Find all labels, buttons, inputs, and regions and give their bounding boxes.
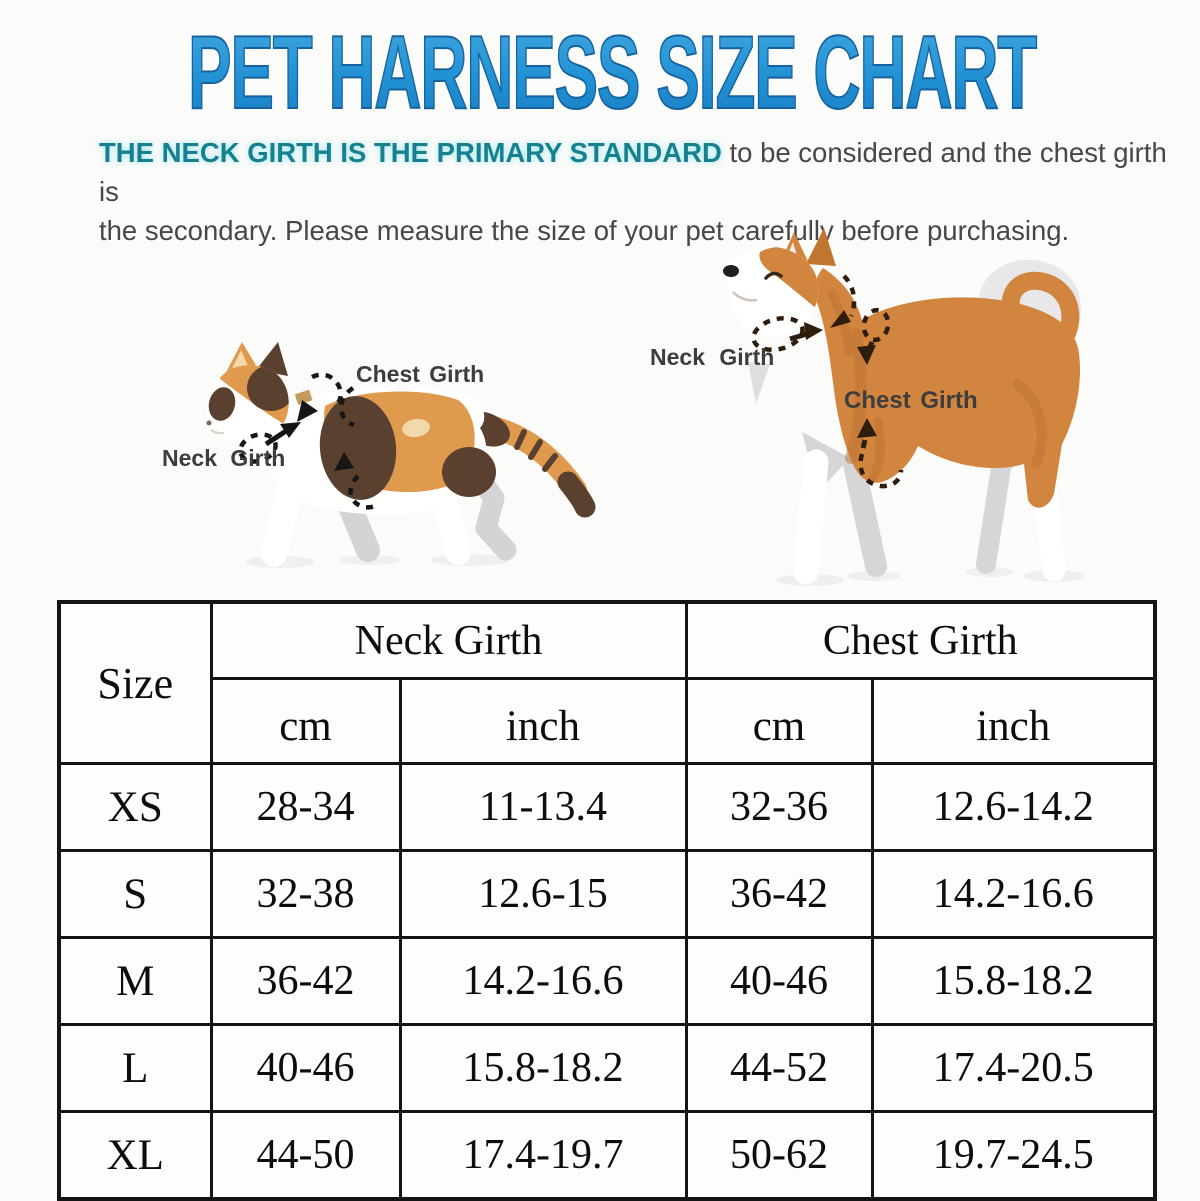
cat-tail-stripes: [514, 429, 558, 472]
s-neck-cm: 32-38: [209, 849, 402, 939]
dog-belly-arrow-stem: [860, 439, 868, 449]
l-neck-inch: 15.8-18.2: [398, 1023, 688, 1113]
dog-head-crown: [759, 247, 819, 310]
dog-neck-girth-label: Neck Girth: [650, 344, 774, 370]
m-chest-cm: 40-46: [684, 936, 874, 1026]
l-chest-cm: 44-52: [684, 1023, 874, 1113]
xl-neck-inch: 17.4-19.7: [398, 1110, 688, 1201]
dog-withers-dashed-arc: [842, 274, 857, 317]
cat-withers-arrowhead-icon: [297, 400, 318, 422]
xl-chest-inch: 19.7-24.5: [870, 1110, 1157, 1201]
dog-ground-shadow: [776, 567, 1084, 586]
dog-chest-girth-loop: [861, 307, 891, 343]
cat-harness-clip: [294, 389, 313, 405]
intro-highlight-text: THE NECK GIRTH IS THE PRIMARY STANDARD: [99, 137, 722, 168]
neck-inch-header: inch: [398, 677, 688, 765]
cat-chest-dashed-arc-lower: [348, 474, 376, 510]
size-label-m: M: [57, 936, 213, 1026]
intro-paragraph: THE NECK GIRTH IS THE PRIMARY STANDARD t…: [99, 133, 1179, 250]
table-header-row-groups: Size Neck Girth Chest Girth: [57, 600, 1157, 765]
s-chest-inch: 14.2-16.6: [870, 849, 1157, 939]
m-neck-cm: 36-42: [209, 936, 402, 1026]
xs-chest-inch: 12.6-14.2: [870, 762, 1157, 852]
size-label-xs: XS: [57, 762, 213, 852]
dog-nose: [723, 265, 739, 277]
xs-chest-cm: 32-36: [684, 762, 874, 852]
cat-withers-dashed-arc: [310, 372, 344, 408]
title-banner: PET HARNESS SIZE CHART: [187, 14, 1040, 122]
m-neck-inch: 14.2-16.6: [398, 936, 688, 1026]
table-header-row-units: cm inch cm inch: [59, 677, 1157, 765]
l-neck-cm: 40-46: [209, 1023, 402, 1113]
dog-belly-arrowhead-icon: [857, 418, 877, 438]
size-column-header: Size: [57, 600, 213, 765]
table-row-xl: XL 44-50 17.4-19.7 50-62 19.7-24.5: [57, 1110, 1157, 1201]
intro-rest-line1: to be considered and the chest girth is: [99, 137, 1167, 207]
dog-near-legs: [793, 449, 1066, 585]
s-chest-cm: 36-42: [684, 849, 874, 939]
cat-annotations: Neck Girth Chest Girth: [162, 361, 484, 510]
dog-neck-arrow-shaft: [789, 331, 808, 342]
intro-rest-line2: the secondary. Please measure the size o…: [99, 215, 1070, 246]
dog-illustration: Neck Girth Chest Girth: [650, 228, 1084, 586]
chest-girth-group-header: Chest Girth: [684, 600, 1157, 680]
xs-neck-inch: 11-13.4: [398, 762, 688, 852]
dog-belly-dashed-arc: [858, 453, 904, 489]
size-label-s: S: [57, 849, 213, 939]
m-chest-inch: 15.8-18.2: [870, 936, 1157, 1026]
cat-chest-arrowhead-icon: [334, 452, 354, 471]
xl-neck-cm: 44-50: [209, 1110, 402, 1201]
cat-neck-arrow-shaft: [264, 428, 288, 447]
dog-chest-girth-label: Chest Girth: [844, 387, 978, 414]
l-chest-inch: 17.4-20.5: [870, 1023, 1157, 1113]
dog-chest-arrowhead-icon: [857, 345, 876, 365]
size-label-xl: XL: [57, 1110, 213, 1201]
size-label-l: L: [57, 1023, 213, 1113]
xs-neck-cm: 28-34: [209, 762, 402, 852]
cat-rump-patch: [442, 447, 496, 497]
neck-cm-header: cm: [209, 677, 402, 765]
size-chart-table: Size Neck Girth Chest Girth cm inch cm i…: [57, 600, 1158, 1201]
table-row-m: M 36-42 14.2-16.6 40-46 15.8-18.2: [57, 936, 1157, 1026]
dog-eye: [764, 271, 783, 280]
table-row-s: S 32-38 12.6-15 36-42 14.2-16.6: [57, 849, 1157, 939]
cat-chest-dashed-arc-upper: [338, 386, 355, 428]
cat-neck-girth-label: Neck Girth: [162, 445, 285, 471]
s-neck-inch: 12.6-15: [398, 849, 688, 939]
table-row-l: L 40-46 15.8-18.2 44-52 17.4-20.5: [57, 1023, 1157, 1113]
cat-mouth: [210, 429, 225, 435]
neck-girth-group-header: Neck Girth: [209, 600, 688, 680]
cat-neck-arrowhead-icon: [280, 422, 301, 438]
chest-inch-header: inch: [870, 677, 1157, 765]
dog-annotations: Neck Girth Chest Girth: [650, 274, 978, 489]
cat-nose: [206, 420, 212, 426]
chest-cm-header: cm: [684, 677, 874, 765]
dog-mouth: [732, 291, 758, 302]
cat-illustration: Neck Girth Chest Girth: [162, 342, 596, 568]
cat-body-patches: [319, 391, 475, 500]
dog-neck-arrowhead-icon: [804, 322, 823, 340]
table-row-xs: XS 28-34 11-13.4 32-36 12.6-14.2: [57, 762, 1157, 852]
xl-chest-cm: 50-62: [684, 1110, 874, 1201]
dog-neck-girth-loop: [751, 315, 805, 353]
dog-withers-arrowhead-icon: [830, 310, 851, 328]
cat-chest-girth-label: Chest Girth: [356, 361, 484, 387]
page-title: PET HARNESS SIZE CHART: [188, 15, 1037, 122]
